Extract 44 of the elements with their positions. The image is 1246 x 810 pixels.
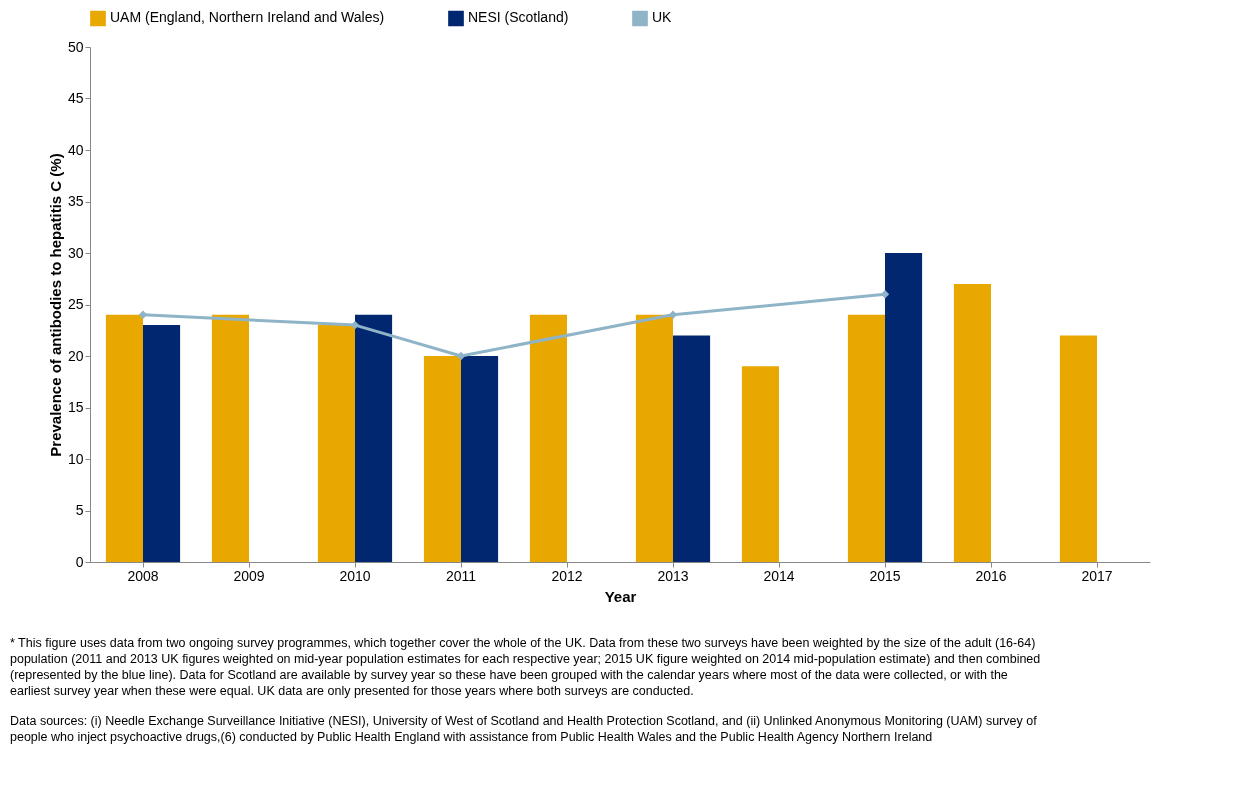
x-tick-label: 2017	[1081, 567, 1113, 584]
y-tick-label: 35	[67, 193, 84, 209]
x-tick-label: 2016	[975, 567, 1007, 584]
x-tick-label: 2013	[657, 567, 689, 584]
bar	[317, 325, 355, 562]
y-tick-label: 30	[67, 244, 84, 261]
y-tick-label: 25	[67, 296, 84, 312]
y-tick-label: 10	[67, 450, 84, 467]
y-tick-label: 5	[75, 502, 84, 518]
bar	[355, 314, 393, 562]
y-tick-label: 15	[67, 399, 84, 415]
bar	[953, 283, 991, 562]
bar	[529, 314, 567, 562]
bar	[143, 325, 181, 562]
bar	[885, 253, 923, 562]
y-tick-label: 40	[67, 141, 84, 158]
x-tick-label: 2010	[339, 567, 371, 584]
legend-label: NESI (Scotland)	[468, 9, 569, 26]
y-tick-label: 45	[67, 90, 84, 106]
x-tick-label: 2008	[127, 567, 159, 584]
bar	[635, 314, 673, 562]
y-tick-label: 50	[67, 38, 84, 55]
bar	[1059, 335, 1097, 562]
legend-label: UK	[652, 9, 673, 26]
x-tick-label: 2015	[869, 567, 901, 584]
bar	[461, 356, 499, 562]
x-tick-label: 2011	[445, 567, 477, 584]
x-axis-title: Year	[604, 587, 637, 605]
y-tick-label: 20	[67, 347, 84, 364]
legend-label: UAM (England, Northern Ireland and Wales)	[110, 9, 385, 26]
y-tick-label: 0	[75, 553, 84, 570]
x-tick-label: 2014	[763, 567, 795, 584]
x-tick-label: 2009	[233, 567, 265, 584]
text: Data sources: (i) Needle Exchange Surveillance Initiative (NESI), University of West of Scotland and Health Protection Scotland, and (ii) Unlinked Anonymous Monitoring (UAM) survey of people who inject psychoactive drugs,(6) conducted by Public Health England with assistance from Public Health Wales and the Public Health Agency Northern Ireland	[10, 714, 1038, 744]
bar	[105, 314, 143, 562]
bar	[741, 366, 779, 562]
y-axis-title: Prevalence of antibodies to hepatitis C (%)	[46, 153, 64, 457]
bar	[847, 314, 885, 562]
bar	[423, 356, 461, 562]
point	[456, 351, 466, 361]
bar	[673, 335, 711, 562]
x-tick-label: 2012	[551, 567, 583, 584]
text: * This figure uses data from two ongoing survey programmes, which together cover the whole of the UK. Data from these two surveys have been weighted by the size of the adult (16-64) population (2011 and 2013 UK figures weighted on mid-year population estimates for each respective year; 2015 UK figure weighted on 2014 mid-population estimate) and then combined (represented by the blue line). Data for Scotland are available by survey year so these have been grouped with the calendar years where most of the data were collected, or with the earliest survey year when these were equal. UK data are only presented for those years where both surveys are conducted.	[10, 636, 1041, 698]
bar	[211, 314, 249, 562]
